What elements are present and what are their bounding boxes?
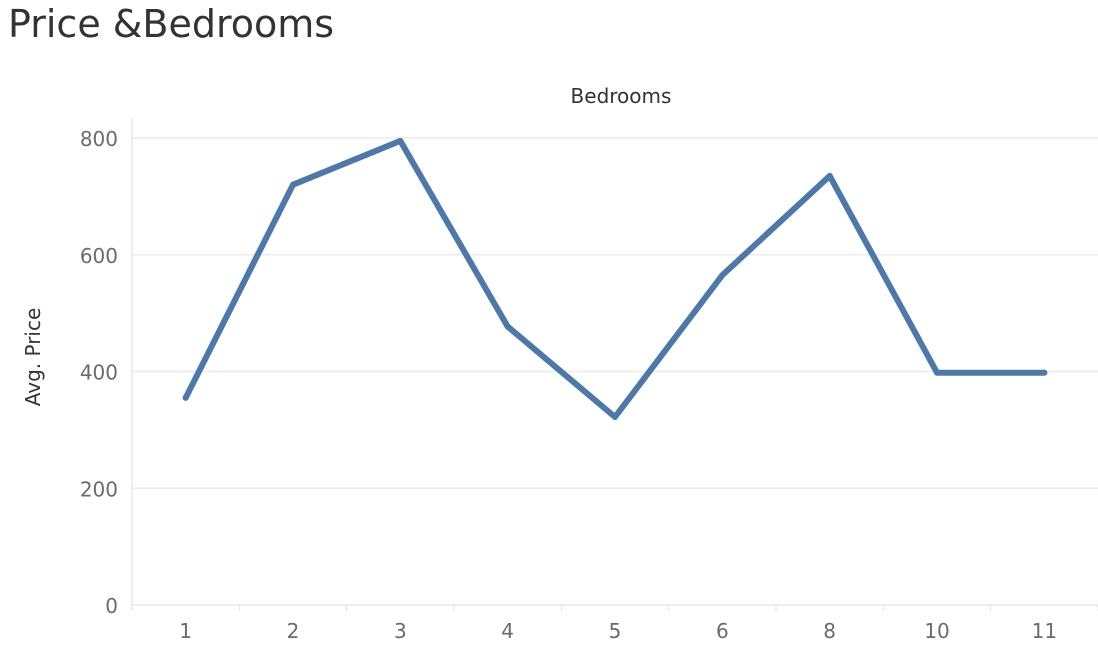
y-tick-label: 200 xyxy=(80,477,118,501)
y-tick-label: 400 xyxy=(80,361,118,385)
data-point-10 xyxy=(934,369,940,376)
series-line xyxy=(182,137,1048,420)
x-tick-label: 4 xyxy=(501,619,514,643)
x-tick-label: 11 xyxy=(1032,619,1057,643)
x-tick-label: 5 xyxy=(609,619,622,643)
data-point-4 xyxy=(504,323,511,330)
data-point-2 xyxy=(290,181,296,188)
x-axis-ticks xyxy=(131,605,1098,611)
data-point-1 xyxy=(182,394,189,401)
y-tick-label: 0 xyxy=(105,594,118,618)
x-tick-label: 8 xyxy=(823,619,836,643)
data-points xyxy=(182,137,1048,421)
data-point-6 xyxy=(719,272,726,279)
gridlines xyxy=(132,137,1098,489)
data-point-8 xyxy=(826,172,833,179)
x-tick-label: 10 xyxy=(924,619,949,643)
x-tick-label: 2 xyxy=(287,619,300,643)
y-tick-label: 800 xyxy=(80,127,118,151)
x-axis-tick-labels: 1 2 3 4 5 6 8 10 11 xyxy=(179,619,1057,643)
y-tick-label: 600 xyxy=(80,244,118,268)
x-tick-label: 3 xyxy=(394,619,407,643)
x-tick-label: 6 xyxy=(716,619,729,643)
y-axis-title: Avg. Price xyxy=(21,308,45,407)
data-point-11 xyxy=(1041,369,1048,376)
data-point-3 xyxy=(397,137,404,144)
x-tick-label: 1 xyxy=(179,619,192,643)
page-title: Price &Bedrooms xyxy=(8,2,335,46)
data-point-5 xyxy=(612,414,618,421)
x-axis-title: Bedrooms xyxy=(571,84,672,108)
y-axis-tick-labels: 0 200 400 600 800 xyxy=(80,127,118,618)
